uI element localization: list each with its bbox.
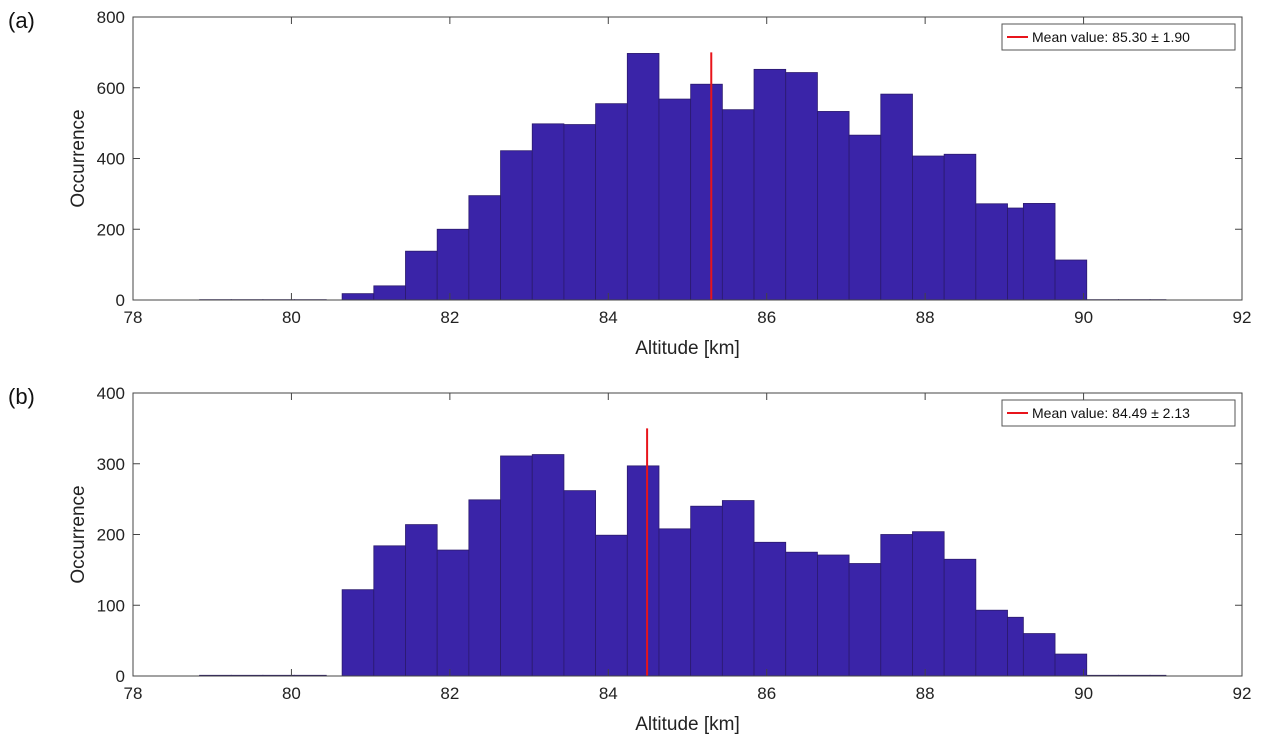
y-tick-label: 400 bbox=[97, 384, 125, 403]
histogram-bar bbox=[405, 250, 438, 301]
x-tick-label: 88 bbox=[916, 308, 935, 327]
bars-group bbox=[199, 53, 1167, 301]
y-axis-label: Occurrence bbox=[68, 109, 89, 207]
histogram-bar bbox=[626, 53, 660, 301]
x-axis-label: Altitude [km] bbox=[635, 338, 740, 359]
histogram-bar bbox=[595, 534, 628, 677]
y-tick-label: 800 bbox=[97, 8, 125, 27]
histogram-bar bbox=[563, 490, 597, 677]
x-tick-label: 92 bbox=[1233, 308, 1252, 327]
histogram-bar bbox=[721, 109, 755, 301]
bars-group bbox=[199, 454, 1167, 677]
x-tick-label: 82 bbox=[440, 684, 459, 703]
y-tick-label: 200 bbox=[97, 526, 125, 545]
histogram-bar bbox=[341, 589, 375, 677]
histogram-bar bbox=[1022, 633, 1056, 677]
x-tick-label: 90 bbox=[1074, 684, 1093, 703]
histogram-bar bbox=[595, 103, 628, 301]
histogram-panel-a: (a) 78 80 82 84 86 88 90 92 0 200 400 600 800 Altitud… bbox=[8, 8, 1252, 359]
x-tick-label: 90 bbox=[1074, 308, 1093, 327]
histogram-panel-b: (b) 78 80 82 84 86 88 90 92 0 100 200 300 400 Altitud… bbox=[0, 376, 1262, 752]
histogram-bar bbox=[500, 150, 533, 301]
y-tick-label: 0 bbox=[116, 291, 125, 310]
y-tick-label: 200 bbox=[97, 220, 125, 239]
histogram-chart-a: 78 80 82 84 86 88 90 92 0 200 400 600 800 Altitude [k… bbox=[68, 8, 1252, 359]
histogram-bar bbox=[341, 293, 375, 301]
histogram-bar bbox=[1054, 653, 1088, 677]
legend: Mean value: 84.49 ± 2.13 bbox=[1001, 399, 1236, 427]
histogram-bar bbox=[468, 195, 501, 301]
histogram-bar bbox=[817, 554, 850, 677]
legend: Mean value: 85.30 ± 1.90 bbox=[1001, 23, 1236, 51]
x-tick-label: 86 bbox=[757, 684, 776, 703]
x-tick-label: 86 bbox=[757, 308, 776, 327]
y-tick-label: 100 bbox=[97, 596, 125, 615]
histogram-bar bbox=[1022, 203, 1056, 301]
x-tick-label: 84 bbox=[599, 684, 618, 703]
histogram-bar bbox=[943, 153, 977, 301]
x-tick-label: 82 bbox=[440, 308, 459, 327]
histogram-bar bbox=[912, 531, 945, 677]
histogram-bar bbox=[436, 549, 470, 677]
x-tick-label: 84 bbox=[599, 308, 618, 327]
histogram-bar bbox=[531, 454, 565, 677]
panel-label: (b) bbox=[8, 384, 35, 409]
legend-label: Mean value: 85.30 ± 1.90 bbox=[1032, 29, 1190, 45]
histogram-bar bbox=[373, 545, 406, 677]
y-tick-label: 600 bbox=[97, 79, 125, 98]
histogram-bar bbox=[880, 93, 913, 301]
legend-box bbox=[1001, 23, 1236, 51]
y-tick-label: 300 bbox=[97, 455, 125, 474]
histogram-bar bbox=[785, 72, 818, 301]
histogram-bar bbox=[975, 203, 1008, 301]
histogram-bar bbox=[405, 524, 438, 677]
x-axis-label: Altitude [km] bbox=[635, 714, 740, 735]
histogram-bar bbox=[626, 465, 660, 677]
histogram-bar bbox=[531, 123, 565, 301]
histogram-bar bbox=[436, 228, 470, 301]
x-tick-label: 88 bbox=[916, 684, 935, 703]
histogram-bar bbox=[848, 134, 882, 301]
histogram-bar bbox=[690, 505, 723, 677]
histogram-bar bbox=[753, 541, 787, 677]
x-tick-label: 78 bbox=[124, 684, 143, 703]
histogram-bar bbox=[563, 124, 597, 301]
histogram-bar bbox=[943, 558, 977, 677]
legend-label: Mean value: 84.49 ± 2.13 bbox=[1032, 405, 1190, 421]
y-tick-label: 0 bbox=[116, 667, 125, 686]
histogram-bar bbox=[500, 455, 533, 677]
y-tick-label: 400 bbox=[97, 150, 125, 169]
histogram-chart-b: 78 80 82 84 86 88 90 92 0 100 200 300 400 Altitude [k… bbox=[68, 384, 1252, 735]
y-axis-label: Occurrence bbox=[68, 485, 89, 583]
x-tick-label: 78 bbox=[124, 308, 143, 327]
histogram-bar bbox=[1007, 616, 1024, 677]
histogram-bar bbox=[848, 563, 882, 677]
histogram-bar bbox=[690, 83, 723, 301]
legend-box bbox=[1001, 399, 1236, 427]
x-tick-label: 80 bbox=[282, 684, 301, 703]
panel-label: (a) bbox=[8, 8, 35, 33]
histogram-bar bbox=[912, 155, 945, 301]
histogram-bar bbox=[975, 609, 1008, 677]
x-tick-label: 92 bbox=[1233, 684, 1252, 703]
histogram-bar bbox=[658, 528, 692, 677]
histogram-bar bbox=[1007, 207, 1024, 301]
histogram-bar bbox=[658, 98, 692, 301]
histogram-bar bbox=[880, 534, 913, 677]
x-tick-label: 80 bbox=[282, 308, 301, 327]
histogram-bar bbox=[753, 68, 787, 301]
histogram-bar bbox=[373, 285, 406, 301]
histogram-bar bbox=[721, 500, 755, 677]
histogram-bar bbox=[785, 551, 818, 677]
histogram-bar bbox=[1054, 259, 1088, 301]
histogram-bar bbox=[817, 111, 850, 301]
histogram-bar bbox=[468, 499, 501, 677]
